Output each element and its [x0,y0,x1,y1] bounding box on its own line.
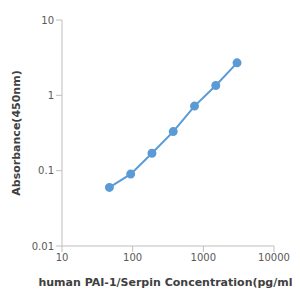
svg-text:100: 100 [123,252,142,263]
svg-text:10: 10 [56,252,69,263]
svg-text:Absorbance(450nm): Absorbance(450nm) [10,70,23,195]
svg-text:10000: 10000 [258,252,290,263]
svg-text:1000: 1000 [191,252,216,263]
svg-text:0.1: 0.1 [38,165,54,176]
svg-text:human PAI-1/Serpin Concentrati: human PAI-1/Serpin Concentration(pg/ml) [38,276,292,289]
svg-text:10: 10 [41,15,54,26]
svg-text:0.01: 0.01 [32,241,54,252]
svg-text:1: 1 [48,90,54,101]
